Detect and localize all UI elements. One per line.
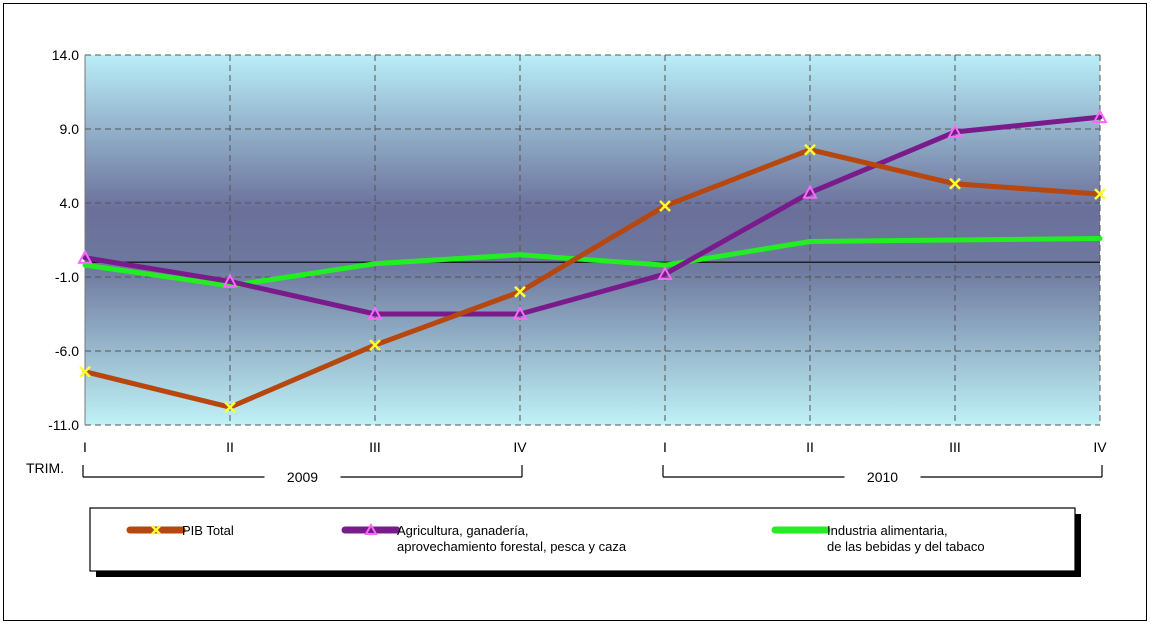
y-axis: 14.0 9.0 4.0 -1.0 -6.0 -11.0	[48, 47, 79, 433]
x-tick-label: I	[83, 439, 87, 455]
series-2	[82, 236, 1103, 289]
legend-label: PIB Total	[182, 523, 234, 538]
x-tick-label: I	[663, 439, 667, 455]
legend-marker	[364, 522, 378, 535]
data-point-triangle-marker	[802, 184, 818, 199]
data-point-triangle-marker	[947, 123, 963, 138]
legend-box	[89, 507, 1076, 572]
legend-label: aprovechamiento forestal, pesca y caza	[397, 539, 627, 554]
series-line	[82, 236, 1103, 289]
x-axis-prefix: TRIM.	[26, 460, 64, 476]
series-line	[82, 114, 1103, 317]
x-tick-label: II	[806, 439, 814, 455]
series-1	[82, 114, 1103, 317]
data-point-triangle-marker	[657, 265, 673, 281]
x-tick-label: III	[949, 439, 961, 455]
data-point-x-marker	[514, 285, 526, 298]
y-tick-label: -1.0	[55, 269, 79, 285]
data-point-x-marker	[369, 339, 381, 351]
legend-label: Industria alimentaria,	[827, 523, 948, 538]
y-tick-label: 4.0	[60, 195, 80, 211]
legend: PIB Total Agricultura, ganadería,aprovech…	[89, 507, 1081, 577]
data-point-x-marker	[1094, 188, 1106, 201]
data-point-x-marker	[224, 401, 236, 414]
x-tick-label: IV	[513, 439, 527, 455]
data-point-triangle-marker	[222, 273, 238, 288]
legend-label: de las bebidas y del tabaco	[827, 539, 985, 554]
legend-label: Agricultura, ganadería,	[397, 523, 529, 538]
year-label: 2010	[867, 469, 898, 485]
data-point-triangle-marker	[367, 305, 383, 320]
series-0	[82, 147, 1103, 410]
series-line	[82, 147, 1103, 410]
y-tick-label: -6.0	[55, 343, 79, 359]
y-tick-label: 14.0	[52, 47, 79, 63]
y-tick-label: -11.0	[48, 417, 79, 433]
data-point-x-marker	[804, 143, 816, 156]
x-tick-label: IV	[1093, 439, 1107, 455]
data-point-triangle-marker	[1092, 109, 1108, 124]
data-point-triangle-marker	[77, 249, 93, 264]
year-label: 2009	[287, 469, 318, 485]
data-point-triangle-marker	[512, 305, 528, 320]
y-tick-label: 9.0	[60, 121, 80, 137]
data-point-x-marker	[659, 200, 671, 212]
series	[77, 109, 1108, 414]
x-tick-label: II	[226, 439, 234, 455]
x-tick-label: III	[369, 439, 381, 455]
legend-marker	[151, 525, 161, 535]
data-point-x-marker	[949, 177, 961, 190]
data-point-x-marker	[79, 365, 91, 378]
